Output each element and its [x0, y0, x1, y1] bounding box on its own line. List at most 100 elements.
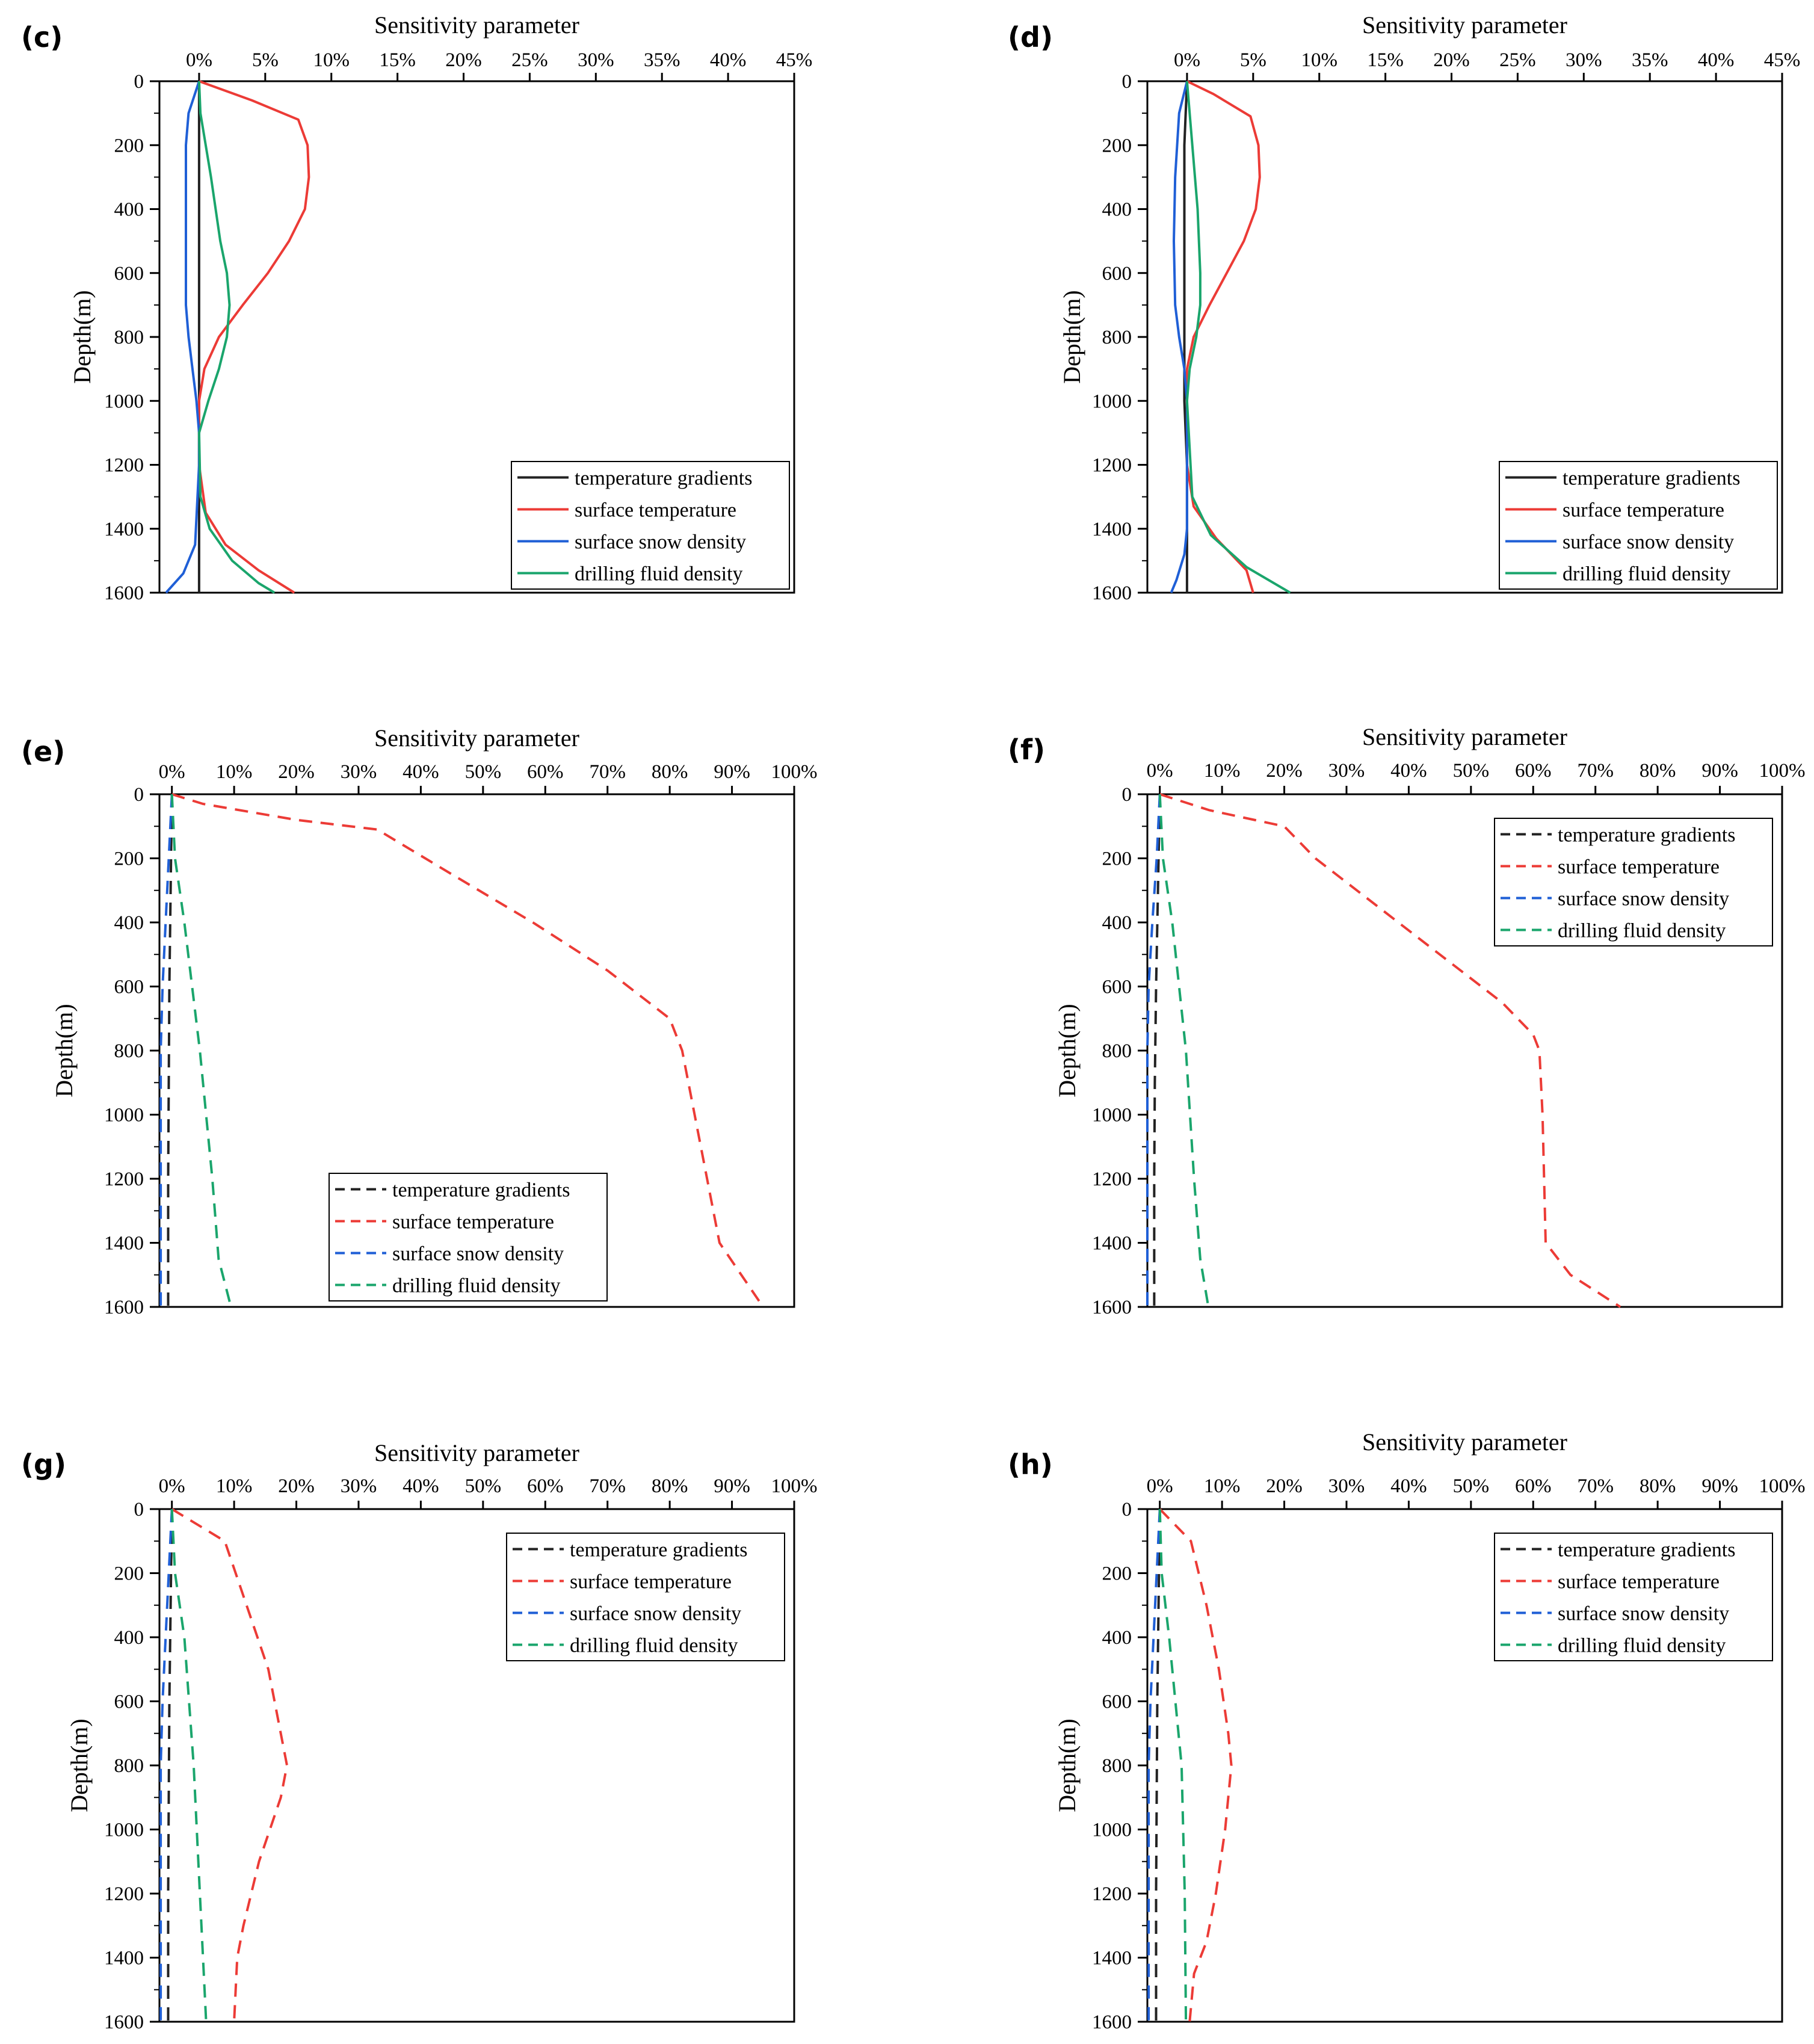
series-line: [1153, 794, 1161, 1307]
x-tick-label: 40%: [710, 49, 747, 71]
x-tick-label: 90%: [1701, 1475, 1738, 1497]
x-tick-label: 10%: [313, 49, 350, 71]
y-tick-label: 400: [1102, 199, 1132, 221]
x-tick-label: 50%: [1453, 760, 1490, 782]
chart-panel: (h) Sensitivity parameter 0% 10% 20% 30% 40% 50…: [1008, 1428, 1806, 2033]
x-tick-label: 30%: [1328, 760, 1365, 782]
x-tick-label: 80%: [1640, 760, 1676, 782]
x-tick-label: 10%: [1204, 1475, 1241, 1497]
legend-label: surface temperature: [1558, 1571, 1720, 1593]
x-tick-label: 0%: [1174, 49, 1200, 71]
x-tick-label: 20%: [1266, 760, 1303, 782]
legend-label: surface snow density: [1558, 888, 1729, 910]
legend-label: surface temperature: [1563, 499, 1724, 522]
legend-label: drilling fluid density: [570, 1635, 738, 1657]
series-line: [197, 81, 276, 594]
y-tick-label: 1400: [104, 519, 144, 540]
legend-label: surface temperature: [575, 499, 736, 522]
legend-label: temperature gradients: [570, 1539, 747, 1561]
y-tick-label: 1200: [104, 455, 144, 477]
x-tick-label: 0%: [186, 49, 212, 71]
y-tick-label: 1200: [1092, 455, 1132, 477]
y-tick-label: 600: [114, 263, 144, 285]
x-tick-label: 25%: [1499, 49, 1536, 71]
legend-label: drilling fluid density: [392, 1275, 561, 1297]
x-tick-label: 5%: [252, 49, 279, 71]
legend-label: temperature gradients: [575, 468, 752, 490]
chart-panel: (g) Sensitivity parameter 0% 10% 20% 30% 40% 50…: [21, 1439, 818, 2033]
panel-label: (d): [1008, 21, 1053, 54]
legend: temperature gradients surface temperature…: [511, 461, 790, 590]
y-axis-label: Depth(m): [69, 290, 96, 384]
x-tick-label: 20%: [1266, 1475, 1303, 1497]
x-tick-label: 60%: [527, 1475, 564, 1497]
panel-label: (f): [1008, 733, 1045, 766]
chart-panel: (e) Sensitivity parameter 0% 10% 20% 30% 40% 50…: [21, 724, 818, 1318]
y-tick-label: 1000: [104, 1105, 144, 1126]
y-tick-label: 0: [134, 71, 144, 93]
legend-box: [511, 461, 790, 590]
legend-label: surface snow density: [1563, 531, 1734, 554]
series-line: [165, 81, 200, 594]
chart-panel: (c) Sensitivity parameter 0% 5% 10% 15% 20% 25%…: [21, 11, 812, 604]
legend-box: [506, 1533, 785, 1661]
x-tick-label: 15%: [379, 49, 416, 71]
x-tick-label: 10%: [216, 1475, 253, 1497]
legend: temperature gradients surface temperature…: [329, 1173, 608, 1301]
chart-title: Sensitivity parameter: [1362, 11, 1567, 39]
legend: temperature gradients surface temperature…: [1499, 461, 1778, 590]
x-tick-label: 10%: [1204, 760, 1241, 782]
y-tick-label: 1600: [104, 2012, 144, 2033]
legend-label: surface snow density: [575, 531, 746, 554]
legend-label: surface snow density: [392, 1243, 564, 1265]
x-tick-label: 30%: [341, 1475, 377, 1497]
y-tick-label: 400: [1102, 1627, 1132, 1649]
y-tick-label: 200: [1102, 1563, 1132, 1585]
x-tick-label: 100%: [1759, 1475, 1806, 1497]
y-tick-label: 1400: [1092, 519, 1132, 540]
legend-label: temperature gradients: [1558, 824, 1735, 847]
x-tick-label: 100%: [771, 761, 818, 783]
x-tick-label: 10%: [1301, 49, 1337, 71]
series-line: [1147, 1508, 1161, 2022]
y-tick-label: 200: [114, 135, 144, 156]
y-tick-label: 400: [114, 912, 144, 934]
chart-panel: (f) Sensitivity parameter 0% 10% 20% 30% 40% 50…: [1008, 723, 1806, 1318]
y-tick-label: 1400: [1092, 1233, 1132, 1255]
series-line: [1170, 81, 1188, 593]
x-tick-label: 0%: [159, 761, 185, 783]
series-line: [167, 794, 173, 1307]
series-line: [159, 794, 173, 1307]
series-line: [197, 80, 310, 594]
series-line: [1155, 1508, 1161, 2022]
y-tick-label: 1400: [104, 1233, 144, 1255]
panel-label: (e): [21, 735, 65, 768]
legend-label: surface temperature: [570, 1571, 732, 1593]
legend-label: temperature gradients: [1563, 468, 1740, 490]
x-tick-label: 30%: [1328, 1475, 1365, 1497]
y-tick-label: 1200: [1092, 1169, 1132, 1190]
y-axis-label: Depth(m): [1054, 1004, 1081, 1098]
y-tick-label: 600: [114, 1691, 144, 1713]
x-tick-label: 80%: [652, 1475, 688, 1497]
x-tick-label: 30%: [578, 49, 614, 71]
y-tick-label: 600: [1102, 1691, 1132, 1713]
series-line: [170, 1508, 208, 2022]
y-tick-label: 800: [1102, 1040, 1132, 1062]
series-line: [171, 1508, 288, 2022]
series-line: [1158, 1508, 1188, 2022]
x-tick-label: 60%: [1515, 760, 1552, 782]
legend-label: surface snow density: [1558, 1603, 1729, 1625]
y-axis-label: Depth(m): [51, 1004, 78, 1098]
y-tick-label: 0: [134, 1499, 144, 1521]
y-tick-label: 1200: [1092, 1883, 1132, 1905]
x-tick-label: 50%: [465, 761, 502, 783]
x-tick-label: 5%: [1240, 49, 1266, 71]
y-axis-label: Depth(m): [66, 1718, 93, 1812]
y-axis-label: Depth(m): [1058, 290, 1085, 384]
y-tick-label: 600: [114, 977, 144, 998]
series-line: [171, 793, 764, 1308]
y-tick-label: 1600: [1092, 2012, 1132, 2033]
legend-label: surface temperature: [392, 1211, 554, 1234]
